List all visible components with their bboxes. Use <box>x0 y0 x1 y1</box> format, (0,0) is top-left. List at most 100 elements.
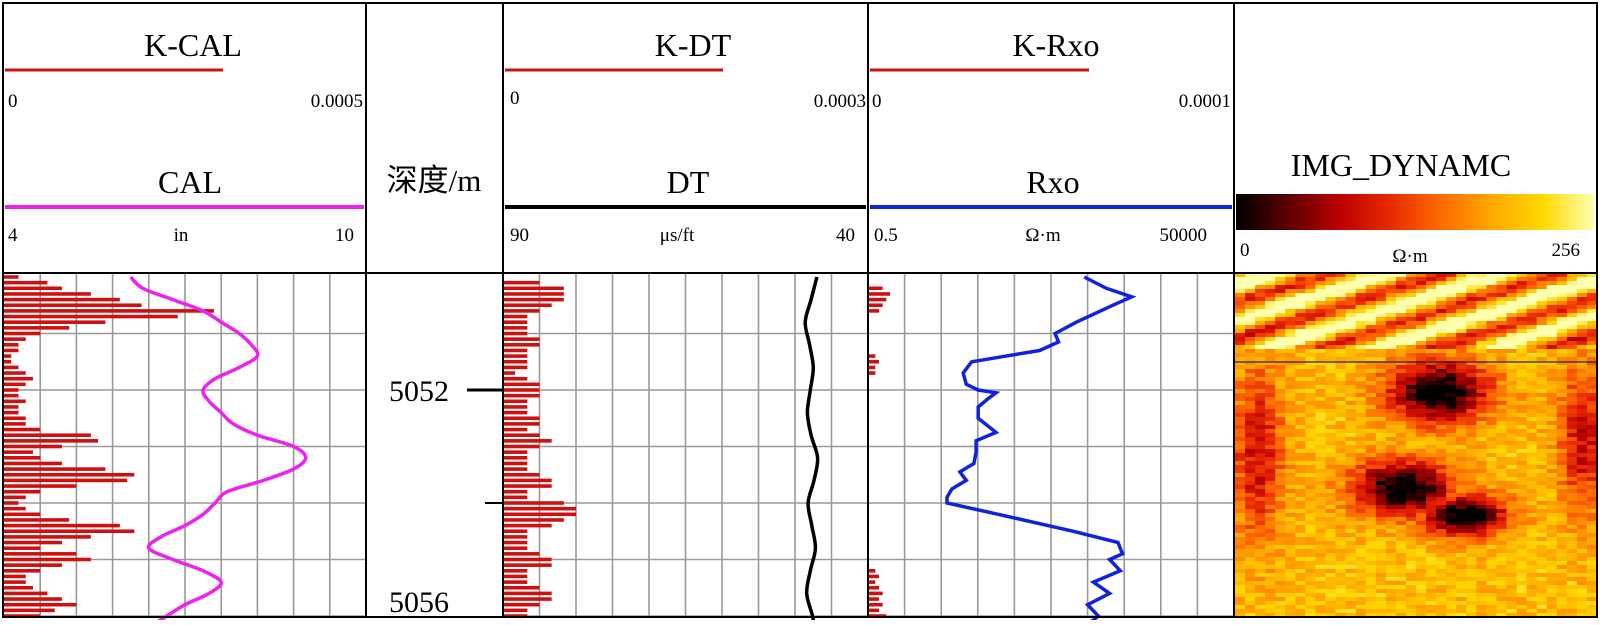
img-pixel <box>1285 409 1296 414</box>
img-pixel <box>1305 513 1317 518</box>
img-pixel <box>1265 413 1276 418</box>
img-pixel <box>1556 473 1568 478</box>
img-pixel <box>1255 449 1266 454</box>
img-pixel <box>1335 497 1347 502</box>
img-pixel <box>1305 397 1317 402</box>
img-pixel <box>1305 437 1317 442</box>
img-pixel <box>1245 613 1256 617</box>
img-pixel <box>1315 317 1327 322</box>
img-pixel <box>1466 493 1477 498</box>
img-pixel <box>1496 365 1508 370</box>
img-pixel <box>1375 493 1387 498</box>
img-pixel <box>1385 401 1397 406</box>
img-pixel <box>1295 537 1306 542</box>
img-pixel <box>1556 309 1568 314</box>
img-pixel <box>1586 465 1597 470</box>
img-pixel <box>1446 553 1457 558</box>
img-pixel <box>1365 533 1377 538</box>
img-pixel <box>1355 549 1367 554</box>
img-pixel <box>1325 405 1337 410</box>
img-pixel <box>1395 493 1407 498</box>
img-pixel <box>1446 433 1457 438</box>
img-pixel <box>1355 585 1367 590</box>
img-pixel <box>1275 385 1286 390</box>
img-pixel <box>1375 445 1387 450</box>
img-pixel <box>1235 521 1246 526</box>
img-pixel <box>1285 581 1296 586</box>
img-pixel <box>1516 393 1528 398</box>
img-pixel <box>1506 565 1518 570</box>
img-pixel <box>1275 433 1286 438</box>
img-pixel <box>1536 505 1548 510</box>
krxo-min-label: 0 <box>872 91 882 112</box>
img-pixel <box>1395 533 1407 538</box>
img-pixel <box>1446 493 1457 498</box>
img-pixel <box>1335 573 1347 578</box>
img-pixel <box>1516 549 1528 554</box>
img-pixel <box>1536 441 1548 446</box>
img-pixel <box>1365 289 1377 294</box>
img-pixel <box>1275 485 1286 490</box>
img-pixel <box>1526 373 1538 378</box>
img-pixel <box>1265 593 1276 598</box>
img-pixel <box>1466 561 1477 566</box>
img-pixel <box>1496 277 1508 282</box>
k-cal-bar <box>4 518 70 522</box>
img-pixel <box>1255 385 1266 390</box>
img-pixel <box>1566 273 1578 278</box>
img-pixel <box>1576 541 1588 546</box>
img-pixel <box>1315 573 1327 578</box>
img-pixel <box>1496 425 1508 430</box>
img-pixel <box>1265 565 1276 570</box>
img-pixel <box>1486 429 1498 434</box>
k-cal-bar <box>4 388 19 392</box>
img-pixel <box>1245 325 1256 330</box>
img-pixel <box>1375 309 1387 314</box>
img-pixel <box>1275 437 1286 442</box>
img-pixel <box>1385 361 1397 366</box>
img-pixel <box>1536 357 1548 362</box>
img-pixel <box>1566 581 1578 586</box>
img-pixel <box>1526 521 1538 526</box>
img-pixel <box>1305 569 1317 574</box>
img-pixel <box>1586 369 1597 374</box>
img-pixel <box>1405 537 1417 542</box>
img-pixel <box>1295 465 1306 470</box>
img-pixel <box>1355 557 1367 562</box>
img-pixel <box>1546 469 1558 474</box>
k-dt-bar <box>503 518 564 522</box>
img-pixel <box>1456 325 1467 330</box>
img-pixel <box>1295 377 1306 382</box>
img-pixel <box>1436 373 1447 378</box>
img-pixel <box>1566 553 1578 558</box>
img-pixel <box>1536 273 1548 278</box>
img-pixel <box>1235 285 1246 290</box>
img-pixel <box>1566 573 1578 578</box>
img-pixel <box>1405 497 1417 502</box>
img-pixel <box>1416 449 1427 454</box>
img-pixel <box>1315 413 1327 418</box>
img-pixel <box>1315 521 1327 526</box>
img-pixel <box>1335 377 1347 382</box>
img-pixel <box>1556 389 1568 394</box>
img-pixel <box>1325 297 1337 302</box>
img-pixel <box>1456 301 1467 306</box>
img-pixel <box>1556 413 1568 418</box>
img-pixel <box>1476 505 1487 510</box>
k-dt-bar <box>503 489 528 494</box>
img-pixel <box>1305 329 1317 334</box>
img-pixel <box>1285 309 1296 314</box>
img-pixel <box>1315 301 1327 306</box>
img-pixel <box>1285 369 1296 374</box>
img-pixel <box>1576 369 1588 374</box>
img-pixel <box>1385 277 1397 282</box>
img-pixel <box>1556 365 1568 370</box>
img-pixel <box>1385 553 1397 558</box>
img-pixel <box>1426 465 1437 470</box>
k-dt-bar <box>503 535 528 539</box>
img-pixel <box>1586 461 1597 466</box>
img-pixel <box>1235 513 1246 518</box>
img-pixel <box>1325 373 1337 378</box>
img-pixel <box>1255 561 1266 566</box>
img-pixel <box>1305 297 1317 302</box>
